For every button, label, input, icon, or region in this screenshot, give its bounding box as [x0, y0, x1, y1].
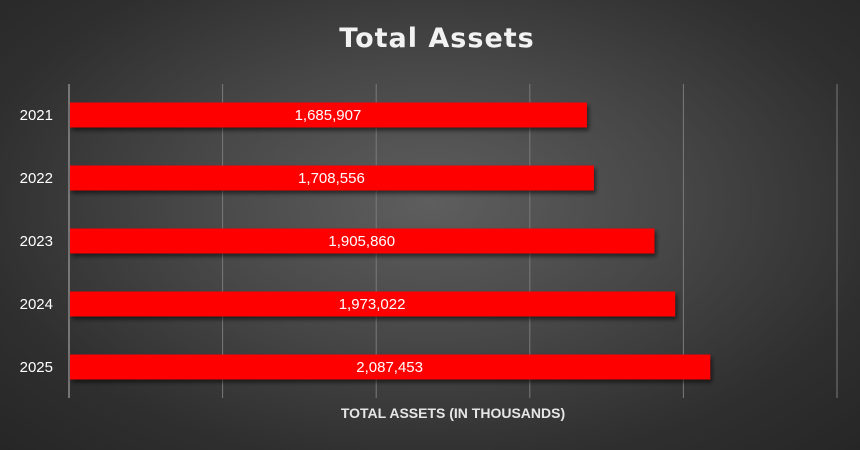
data-label-2024: 1,973,022 — [339, 296, 406, 313]
bar-2024 — [70, 291, 676, 317]
bar-2021 — [70, 102, 587, 128]
data-label-2025: 2,087,453 — [356, 359, 423, 376]
category-label-2022: 2022 — [20, 170, 53, 187]
data-labels: 1,685,907 1,708,556 1,905,860 1,973,022 2,08… — [295, 107, 423, 376]
data-label-2022: 1,708,556 — [298, 170, 365, 187]
bar-2025 — [70, 354, 711, 380]
category-label-2021: 2021 — [20, 107, 53, 124]
category-tick-labels: 2021 2022 2023 2024 2025 — [20, 107, 53, 376]
bar-2022 — [70, 165, 594, 191]
category-label-2025: 2025 — [20, 359, 53, 376]
category-label-2024: 2024 — [20, 296, 53, 313]
category-label-2023: 2023 — [20, 233, 53, 250]
chart-title: Total Assets — [339, 23, 535, 54]
data-label-2023: 1,905,860 — [328, 233, 395, 250]
x-axis-label: TOTAL ASSETS (IN THOUSANDS) — [341, 405, 565, 421]
bars — [70, 102, 711, 380]
data-label-2021: 1,685,907 — [295, 107, 362, 124]
bar-2023 — [70, 228, 655, 254]
